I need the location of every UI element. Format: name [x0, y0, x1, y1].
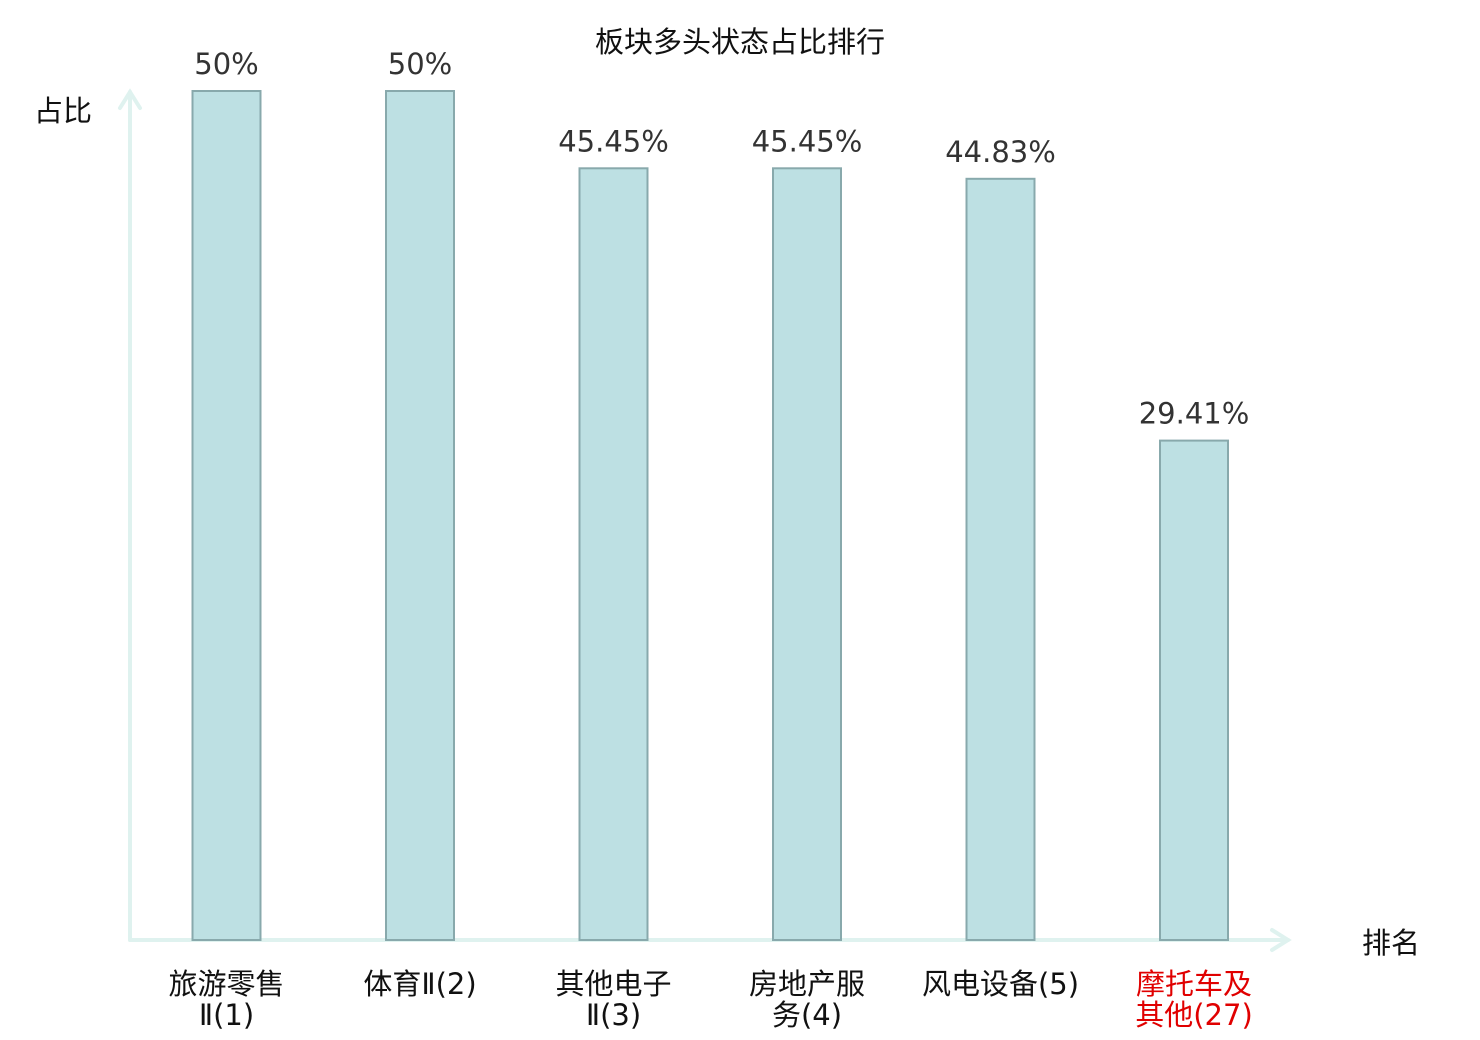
category-label: 风电设备(5): [922, 967, 1079, 1001]
y-axis: [118, 88, 142, 942]
category-label-line: 旅游零售: [168, 967, 284, 1001]
x-axis-arrow: [1270, 928, 1292, 952]
bar: [965, 177, 1036, 942]
y-axis-title: 占比: [34, 94, 92, 128]
bar: [1159, 439, 1229, 941]
category-label-line: 务(4): [772, 998, 842, 1032]
bar-value-label: 45.45%: [752, 124, 863, 158]
category-label-line: 风电设备(5): [922, 967, 1079, 1001]
category-label-line: Ⅱ(1): [199, 998, 254, 1032]
bars: [191, 90, 1229, 942]
bar-value-label: 44.83%: [945, 135, 1056, 169]
category-label: 房地产服务(4): [749, 967, 865, 1032]
x-axis: [128, 928, 1292, 952]
category-label: 其他电子 Ⅱ(3): [555, 967, 671, 1032]
value-labels: 50% 50% 45.45% 45.45% 44.83% 29.41%: [194, 47, 1249, 431]
category-label-line: 其他(27): [1135, 998, 1253, 1032]
bar: [385, 90, 455, 941]
bar-value-label: 50%: [194, 47, 258, 81]
category-label-line: 其他电子: [555, 967, 671, 1001]
chart-title: 板块多头状态占比排行: [595, 25, 885, 59]
bar-value-label: 50%: [388, 47, 452, 81]
y-axis-arrow: [118, 88, 142, 110]
category-label-line: 体育Ⅱ(2): [363, 967, 476, 1001]
category-label: 体育Ⅱ(2): [363, 967, 476, 1001]
category-label-line: 房地产服: [749, 967, 865, 1001]
bar: [772, 167, 842, 942]
category-labels: 旅游零售 Ⅱ(1) 体育Ⅱ(2) 其他电子 Ⅱ(3) 房地产服务(4) 风电设备(5) 摩托车…: [168, 967, 1252, 1032]
bar-value-label: 29.41%: [1139, 397, 1250, 431]
category-label-line: 摩托车及: [1136, 967, 1252, 1001]
category-label-line: Ⅱ(3): [586, 998, 641, 1032]
bar: [191, 90, 262, 941]
bar-value-label: 45.45%: [558, 124, 669, 158]
category-label: 旅游零售 Ⅱ(1): [168, 967, 284, 1032]
x-axis-title: 排名: [1362, 926, 1420, 960]
bar: [578, 167, 649, 942]
category-label: 摩托车及其他(27): [1135, 967, 1253, 1032]
